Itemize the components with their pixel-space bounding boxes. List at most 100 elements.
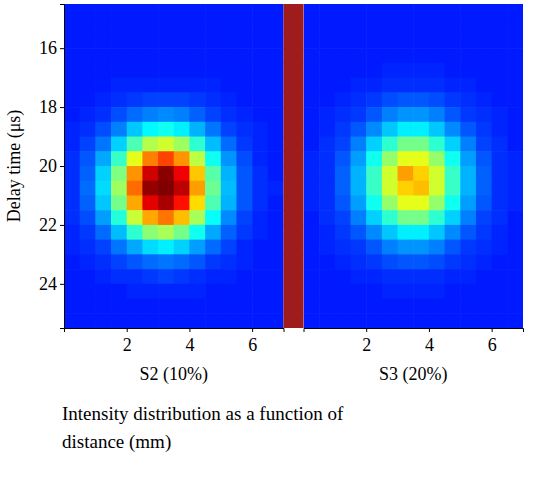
heatmap-cell bbox=[221, 225, 237, 240]
heatmap-cell bbox=[189, 19, 205, 34]
heatmap-cell bbox=[351, 166, 367, 181]
heatmap-cell bbox=[221, 269, 237, 284]
heatmap-cell bbox=[304, 92, 320, 107]
heatmap-cell bbox=[205, 122, 221, 137]
panel-label: S2 (10%) bbox=[140, 364, 209, 385]
heatmap-cell bbox=[335, 33, 351, 48]
heatmap-cell bbox=[351, 107, 367, 122]
heatmap-cell bbox=[460, 269, 476, 284]
heatmap-cell bbox=[158, 313, 174, 328]
heatmap-cell bbox=[221, 284, 237, 299]
heatmap-cell bbox=[460, 299, 476, 314]
heatmap-cell bbox=[64, 137, 80, 152]
heatmap-cell bbox=[127, 299, 143, 314]
heatmap-cell bbox=[268, 284, 284, 299]
heatmap-cell bbox=[158, 92, 174, 107]
heatmap-cell bbox=[236, 166, 252, 181]
heatmap-cell bbox=[304, 166, 320, 181]
heatmap-cell bbox=[205, 284, 221, 299]
heatmap-cell bbox=[492, 313, 508, 328]
heatmap-cell bbox=[111, 48, 127, 63]
heatmap-cell bbox=[366, 299, 382, 314]
heatmap-cell bbox=[319, 225, 335, 240]
heatmap-cell bbox=[366, 181, 382, 196]
heatmap-cell bbox=[382, 313, 398, 328]
heatmap-cell bbox=[476, 78, 492, 93]
heatmap-cell bbox=[319, 78, 335, 93]
heatmap-cell bbox=[174, 254, 190, 269]
heatmap-cell bbox=[445, 4, 461, 19]
heatmap-cell bbox=[351, 19, 367, 34]
heatmap-cell bbox=[335, 63, 351, 78]
heatmap-cell bbox=[127, 225, 143, 240]
heatmap-cell bbox=[174, 19, 190, 34]
heatmap-cell bbox=[95, 254, 111, 269]
heatmap-cell bbox=[445, 225, 461, 240]
heatmap-cell bbox=[252, 269, 268, 284]
heatmap-cell bbox=[366, 254, 382, 269]
heatmap-cell bbox=[351, 151, 367, 166]
heatmap-cell bbox=[319, 151, 335, 166]
y-tick: 20 bbox=[39, 156, 64, 176]
heatmap-cell bbox=[268, 4, 284, 19]
heatmap-cell bbox=[319, 313, 335, 328]
heatmap-cell bbox=[319, 63, 335, 78]
heatmap-cell bbox=[382, 4, 398, 19]
heatmap-cell bbox=[445, 313, 461, 328]
heatmap-cell bbox=[492, 4, 508, 19]
heatmap-cell bbox=[174, 63, 190, 78]
heatmap-cell bbox=[304, 240, 320, 255]
heatmap-cell bbox=[507, 284, 523, 299]
heatmap-cell bbox=[236, 48, 252, 63]
heatmap-cell bbox=[445, 240, 461, 255]
heatmap-cell bbox=[142, 269, 158, 284]
heatmap-cell bbox=[382, 92, 398, 107]
heatmap-cell bbox=[335, 299, 351, 314]
heatmap-cell bbox=[351, 210, 367, 225]
heatmap-cell bbox=[158, 195, 174, 210]
heatmap-cell bbox=[492, 19, 508, 34]
heatmap-cell bbox=[335, 225, 351, 240]
heatmap-cell bbox=[142, 4, 158, 19]
heatmap-cell bbox=[111, 269, 127, 284]
heatmap-cell bbox=[111, 254, 127, 269]
heatmap-cell bbox=[445, 210, 461, 225]
heatmap-cell bbox=[351, 92, 367, 107]
heatmap-cell bbox=[142, 284, 158, 299]
heatmap-cell bbox=[142, 181, 158, 196]
heatmap-cell bbox=[189, 313, 205, 328]
heatmap-cell bbox=[382, 210, 398, 225]
heatmap-cell bbox=[236, 299, 252, 314]
heatmap-cell bbox=[507, 4, 523, 19]
y-tick-label: 24 bbox=[39, 274, 57, 294]
heatmap-cell bbox=[189, 33, 205, 48]
heatmap-cell bbox=[189, 269, 205, 284]
heatmap-cell bbox=[158, 63, 174, 78]
heatmap-cell bbox=[445, 33, 461, 48]
y-axis: 1618202224 bbox=[39, 5, 65, 329]
heatmap-cell bbox=[174, 210, 190, 225]
heatmap-cell bbox=[95, 195, 111, 210]
heatmap-cell bbox=[382, 240, 398, 255]
heatmap-cell bbox=[142, 92, 158, 107]
heatmap-cell bbox=[95, 210, 111, 225]
heatmap-cell bbox=[111, 284, 127, 299]
heatmap-cell bbox=[335, 19, 351, 34]
heatmap-cell bbox=[111, 107, 127, 122]
heatmap-cell bbox=[366, 4, 382, 19]
heatmap-cell bbox=[158, 254, 174, 269]
heatmap-cell bbox=[236, 254, 252, 269]
heatmap-cell bbox=[366, 78, 382, 93]
y-tick: 16 bbox=[39, 38, 64, 58]
heatmap-cell bbox=[460, 78, 476, 93]
heatmap-cell bbox=[366, 195, 382, 210]
heatmap-cell bbox=[429, 225, 445, 240]
heatmap-cell bbox=[80, 254, 96, 269]
x-tick-mark bbox=[429, 328, 430, 332]
heatmap-cell bbox=[507, 225, 523, 240]
heatmap-cell bbox=[205, 195, 221, 210]
heatmap-cell bbox=[95, 4, 111, 19]
heatmap-cell bbox=[64, 254, 80, 269]
heatmap-cell bbox=[189, 195, 205, 210]
heatmap-cell bbox=[158, 19, 174, 34]
